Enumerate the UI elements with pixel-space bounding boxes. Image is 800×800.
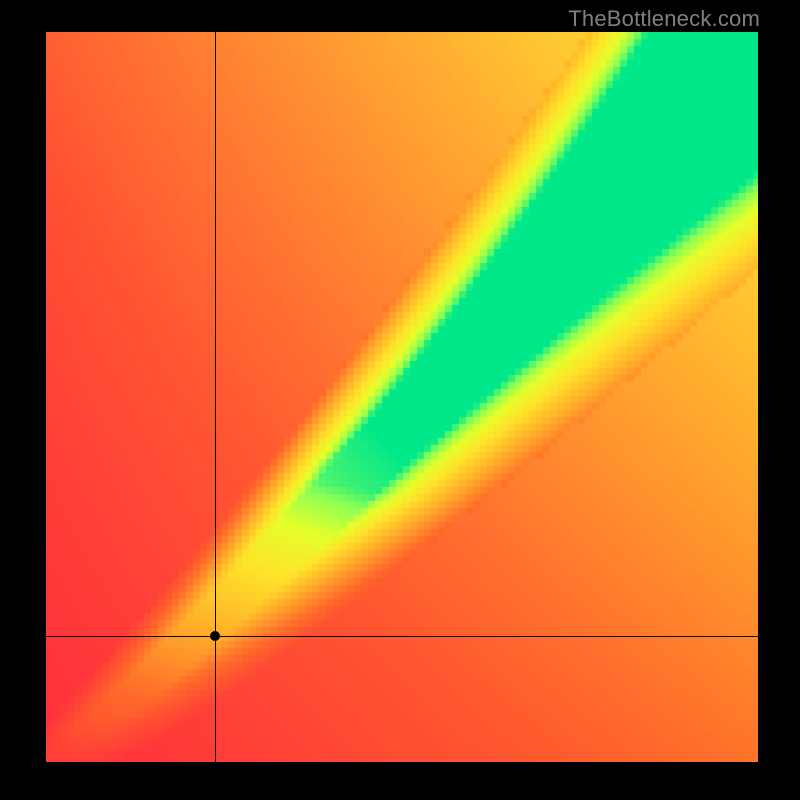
- heatmap-canvas: [46, 32, 758, 762]
- chart-container: TheBottleneck.com: [0, 0, 800, 800]
- watermark-text: TheBottleneck.com: [568, 6, 760, 32]
- crosshair-horizontal: [46, 636, 758, 637]
- crosshair-vertical: [215, 32, 216, 762]
- data-point-marker: [210, 631, 220, 641]
- plot-area: [46, 32, 758, 762]
